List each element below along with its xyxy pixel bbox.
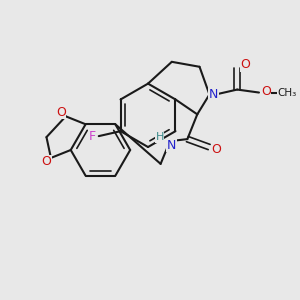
Text: O: O [211,142,221,155]
Text: N: N [209,88,218,101]
Text: O: O [240,58,250,71]
Text: H: H [155,132,164,142]
Text: O: O [41,155,51,168]
Text: N: N [167,139,176,152]
Text: O: O [56,106,66,119]
Text: CH₃: CH₃ [277,88,296,98]
Text: F: F [88,130,95,142]
Text: O: O [261,85,271,98]
